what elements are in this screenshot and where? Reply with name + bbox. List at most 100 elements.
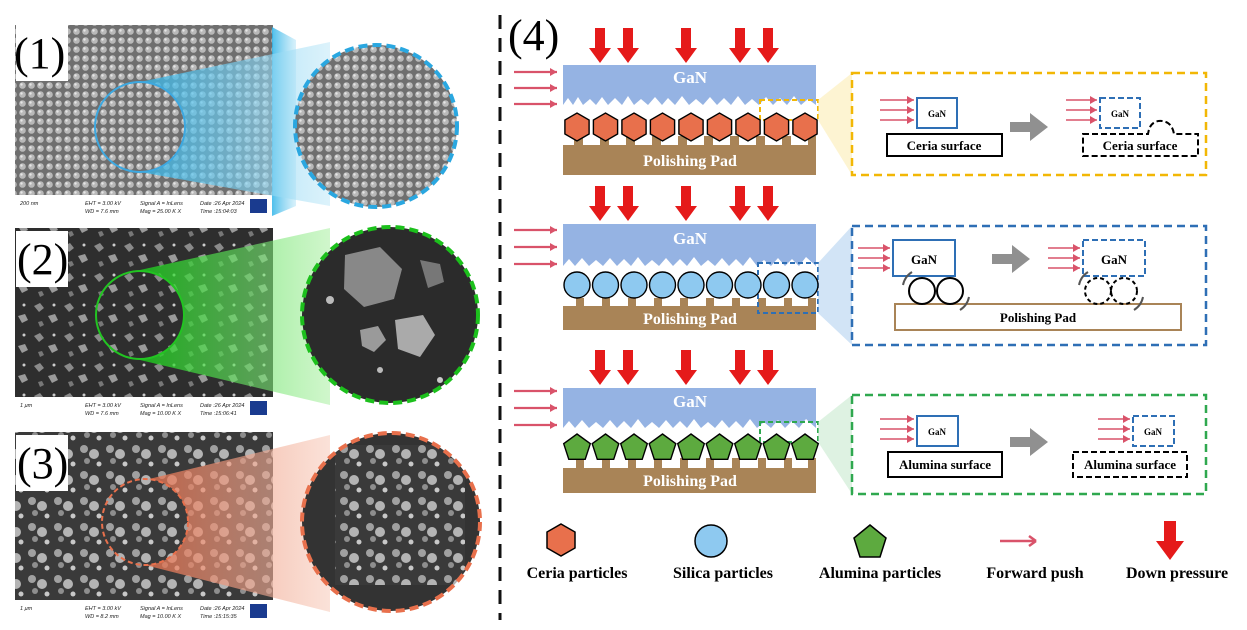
mechanism-row-silica: [563, 224, 1208, 347]
legend-ceria-label: Ceria particles: [527, 565, 628, 582]
legend: [546, 521, 1184, 560]
down-pressure-arrow-icon: [729, 28, 751, 63]
ceria-particle: [564, 112, 590, 142]
sem1-c1b: WD = 7.6 mm: [85, 209, 119, 215]
forward-push-arrow-icon: [1048, 264, 1080, 272]
zeiss-logos: [250, 199, 267, 618]
sem-info-bar-3: [15, 600, 273, 622]
sem1-c2a: Signal A = InLens: [140, 201, 183, 207]
forward-push-arrow-icon: [880, 116, 914, 124]
sem3-c3b: Time :15:15:35: [200, 614, 238, 620]
legend-pressure-label: Down pressure: [1126, 565, 1228, 582]
sem2-scale: 1 μm: [20, 403, 33, 409]
wafer-surface-roughness-2: [563, 257, 816, 266]
mechanism-row-alumina: [563, 388, 1208, 496]
alumina-surface-box-after: [1072, 451, 1188, 478]
alumina-particle: [648, 433, 677, 460]
inset-connector-3: [818, 395, 852, 494]
forward-push-arrow-icon: [1000, 534, 1037, 548]
down-pressure-arrow-icon: [675, 350, 697, 385]
inset-gan-block-3: [916, 415, 959, 447]
alumina-particle: [790, 433, 820, 460]
pad-label-3: Polishing Pad: [643, 473, 737, 490]
down-pressure-arrow-icon: [675, 186, 697, 221]
mechanism-row-ceria: [563, 65, 1208, 177]
inset-gan-block-2-after: [1082, 239, 1146, 277]
sem-zoom-circle-2: [300, 225, 480, 405]
silica-particle: [648, 271, 677, 299]
down-pressure-arrow-icon: [729, 350, 751, 385]
pad-label-1: Polishing Pad: [643, 153, 737, 170]
alumina-particle: [705, 433, 734, 460]
inset-frame-alumina: [850, 393, 1208, 496]
sem-selection-1: [94, 81, 186, 173]
forward-push-arrow-icon: [1066, 96, 1097, 104]
forward-push-arrow-icon: [880, 435, 914, 443]
alumina-particle: [619, 433, 649, 460]
gan-wafer-2: [563, 224, 816, 266]
ceria-particle: [649, 112, 676, 142]
grey-transition-arrow-icon: [992, 245, 1030, 273]
ceria-particle: [678, 112, 704, 142]
forward-push-arrow-icon: [514, 100, 557, 108]
silica-particle-icon: [694, 524, 728, 558]
sem2-c2b: Mag = 10.00 K X: [140, 411, 181, 417]
zoom-cone-3: [145, 435, 330, 612]
down-pressure-arrow-icon: [617, 28, 639, 63]
inset-gan-label-1: GaN: [928, 109, 947, 119]
panel-label-bg-3: [16, 435, 68, 491]
sem1-c3a: Date :26 Apr 2024: [200, 201, 244, 207]
inset-gan-label-2: GaN: [911, 252, 938, 267]
down-pressure-arrow-icon: [617, 350, 639, 385]
gan-label-3: GaN: [673, 392, 708, 411]
sem-selection-2: [95, 270, 185, 360]
silica-particle: [762, 271, 791, 299]
inset-polishing-pad: [894, 303, 1182, 331]
alumina-particle: [733, 433, 763, 460]
forward-push-arrow-icon: [1098, 435, 1130, 443]
forward-push-arrow-icon: [514, 84, 557, 92]
forward-push-arrow-icon: [514, 387, 557, 395]
sem2-c3a: Date :26 Apr 2024: [200, 403, 244, 409]
alumina-particle: [676, 433, 706, 460]
silica-particle: [591, 271, 620, 299]
polishing-pad-3: [563, 468, 816, 493]
forward-push-arrow-icon: [1048, 254, 1080, 262]
forward-push-arrow-icon: [1066, 116, 1097, 124]
gan-wafer-1: [563, 65, 816, 105]
down-pressure-arrow-icon: [617, 186, 639, 221]
grey-transition-arrow-icon: [1010, 428, 1048, 456]
forward-push-arrow-icon: [514, 404, 557, 412]
sem-panel-3: [15, 431, 482, 622]
zoom-cone-1b: [140, 42, 330, 206]
sem-panel-1: [15, 25, 459, 219]
sem-info-bar-2: [15, 397, 273, 420]
down-pressure-arrow-icon: [757, 28, 779, 63]
ceria-particle: [763, 112, 790, 142]
gan-label-1: GaN: [673, 68, 708, 87]
inset-connector-1: [818, 73, 852, 175]
ceria-surface-box-after: [1082, 119, 1199, 157]
forward-push-arrow-icon: [1098, 425, 1130, 433]
ceria-particle-icon: [546, 523, 576, 557]
rolling-silica-particles: [902, 271, 970, 311]
forward-push-arrow-icon: [1066, 106, 1097, 114]
ceria-particle: [592, 112, 619, 142]
forward-push-arrow-icon: [514, 260, 557, 268]
legend-push-label: Forward push: [986, 565, 1083, 582]
forward-push-arrow-icon: [514, 243, 557, 251]
gan-wafer-3: [563, 388, 816, 428]
forward-push-arrow-icon: [514, 226, 557, 234]
grey-transition-arrow-icon: [1010, 113, 1048, 141]
silica-particle: [563, 271, 591, 299]
inset-frame-silica: [850, 224, 1208, 347]
pad-asperities-3: [576, 458, 816, 469]
legend-silica-label: Silica particles: [673, 565, 773, 582]
ceria-particle: [706, 112, 733, 142]
forward-push-arrow-icon: [858, 244, 890, 252]
forward-push-arrows: [514, 68, 1130, 443]
ceria-particle: [735, 112, 761, 142]
sem1-c3b: Time :15:04:03: [200, 209, 238, 215]
particles-layer: [562, 112, 820, 460]
panel-number-2: (2): [17, 235, 68, 284]
